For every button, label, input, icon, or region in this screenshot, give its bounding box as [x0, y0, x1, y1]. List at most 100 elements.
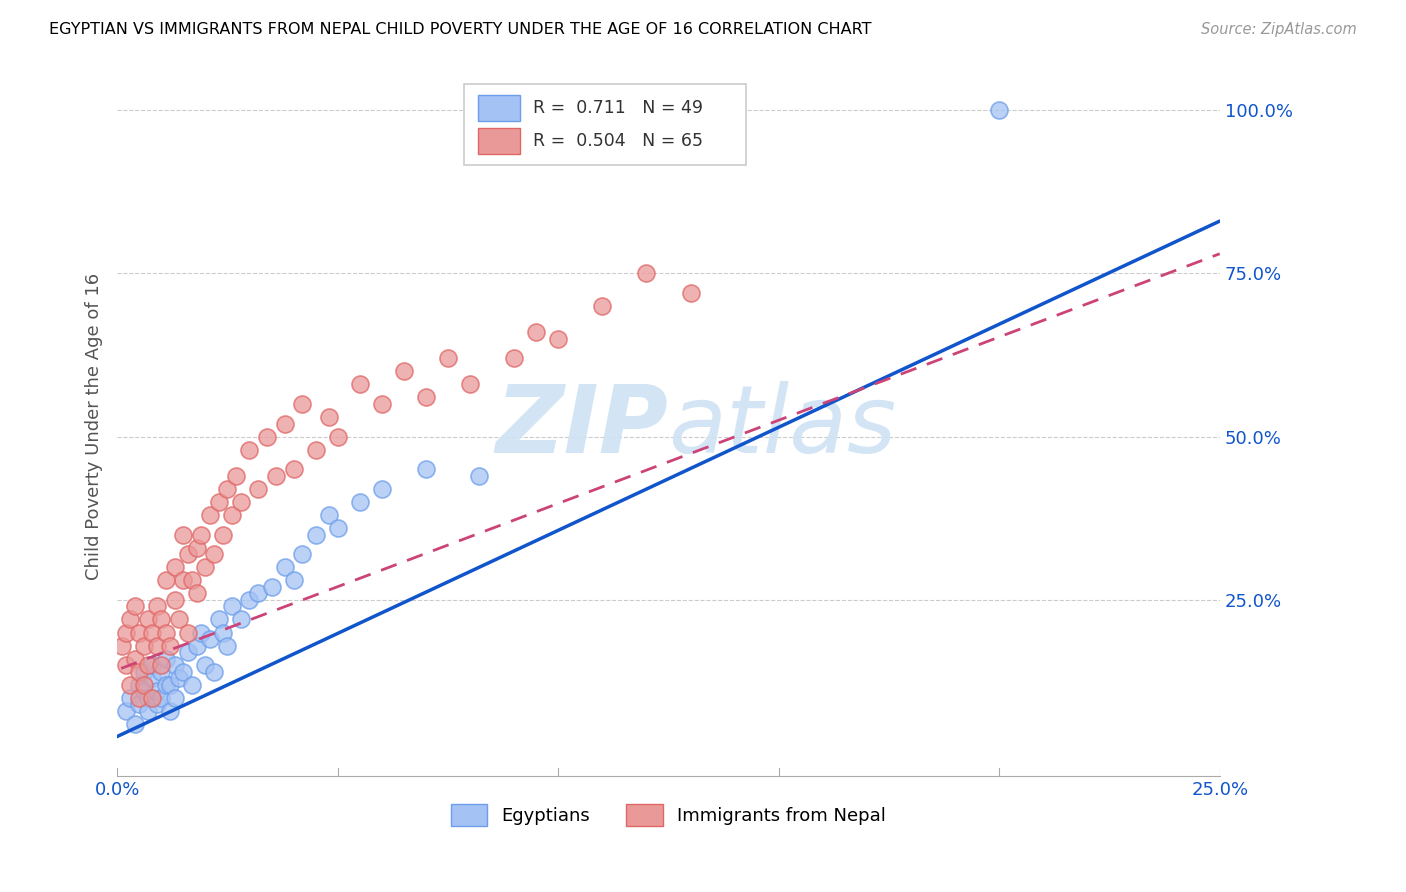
- Point: [229, 495, 252, 509]
- Point: [141, 690, 163, 705]
- Point: [524, 325, 547, 339]
- Point: [150, 665, 173, 679]
- Point: [291, 547, 314, 561]
- Point: [132, 665, 155, 679]
- Point: [291, 397, 314, 411]
- Text: Source: ZipAtlas.com: Source: ZipAtlas.com: [1201, 22, 1357, 37]
- Point: [318, 508, 340, 522]
- Point: [177, 645, 200, 659]
- Point: [212, 527, 235, 541]
- Point: [172, 665, 194, 679]
- Point: [238, 592, 260, 607]
- Point: [256, 429, 278, 443]
- Point: [177, 625, 200, 640]
- Point: [392, 364, 415, 378]
- Point: [141, 658, 163, 673]
- Point: [120, 612, 142, 626]
- Point: [124, 651, 146, 665]
- Point: [132, 684, 155, 698]
- Point: [186, 541, 208, 555]
- Point: [221, 508, 243, 522]
- Point: [172, 574, 194, 588]
- Point: [198, 632, 221, 646]
- Point: [159, 639, 181, 653]
- Point: [141, 625, 163, 640]
- Point: [304, 527, 326, 541]
- FancyBboxPatch shape: [464, 85, 745, 165]
- Point: [136, 690, 159, 705]
- Point: [159, 678, 181, 692]
- Point: [636, 266, 658, 280]
- Point: [167, 612, 190, 626]
- Point: [163, 560, 186, 574]
- Point: [415, 391, 437, 405]
- Point: [264, 468, 287, 483]
- Point: [247, 482, 270, 496]
- Point: [132, 678, 155, 692]
- Point: [349, 495, 371, 509]
- Point: [371, 482, 394, 496]
- Point: [283, 574, 305, 588]
- Point: [274, 417, 297, 431]
- Point: [190, 625, 212, 640]
- Legend: Egyptians, Immigrants from Nepal: Egyptians, Immigrants from Nepal: [444, 797, 893, 833]
- Point: [318, 410, 340, 425]
- Point: [186, 639, 208, 653]
- Point: [163, 690, 186, 705]
- Point: [124, 599, 146, 614]
- Point: [128, 665, 150, 679]
- Point: [177, 547, 200, 561]
- Point: [150, 690, 173, 705]
- Point: [458, 377, 481, 392]
- Point: [163, 658, 186, 673]
- Point: [155, 651, 177, 665]
- Point: [207, 612, 229, 626]
- Text: atlas: atlas: [668, 381, 897, 472]
- Point: [120, 690, 142, 705]
- Text: EGYPTIAN VS IMMIGRANTS FROM NEPAL CHILD POVERTY UNDER THE AGE OF 16 CORRELATION : EGYPTIAN VS IMMIGRANTS FROM NEPAL CHILD …: [49, 22, 872, 37]
- Point: [194, 560, 217, 574]
- Point: [547, 332, 569, 346]
- Point: [190, 527, 212, 541]
- Point: [146, 698, 169, 712]
- Point: [120, 678, 142, 692]
- Text: ZIP: ZIP: [495, 381, 668, 473]
- Point: [468, 468, 491, 483]
- Point: [326, 521, 349, 535]
- Point: [136, 612, 159, 626]
- Point: [247, 586, 270, 600]
- FancyBboxPatch shape: [478, 128, 520, 154]
- Point: [229, 612, 252, 626]
- Point: [217, 639, 239, 653]
- Point: [304, 442, 326, 457]
- Point: [591, 299, 613, 313]
- Point: [202, 665, 225, 679]
- Point: [988, 103, 1011, 117]
- Point: [371, 397, 394, 411]
- Point: [136, 658, 159, 673]
- Point: [437, 351, 460, 366]
- Point: [115, 704, 138, 718]
- Point: [159, 704, 181, 718]
- Point: [225, 468, 247, 483]
- Point: [128, 625, 150, 640]
- Point: [115, 658, 138, 673]
- Point: [146, 599, 169, 614]
- Point: [181, 678, 204, 692]
- Point: [198, 508, 221, 522]
- Point: [503, 351, 526, 366]
- Point: [679, 285, 702, 300]
- Point: [221, 599, 243, 614]
- Point: [194, 658, 217, 673]
- Point: [181, 574, 204, 588]
- Point: [146, 639, 169, 653]
- Point: [283, 462, 305, 476]
- Point: [349, 377, 371, 392]
- Point: [110, 639, 132, 653]
- Point: [150, 612, 173, 626]
- Point: [172, 527, 194, 541]
- Text: R =  0.711   N = 49: R = 0.711 N = 49: [533, 99, 703, 117]
- Point: [141, 671, 163, 685]
- Point: [326, 429, 349, 443]
- Point: [115, 625, 138, 640]
